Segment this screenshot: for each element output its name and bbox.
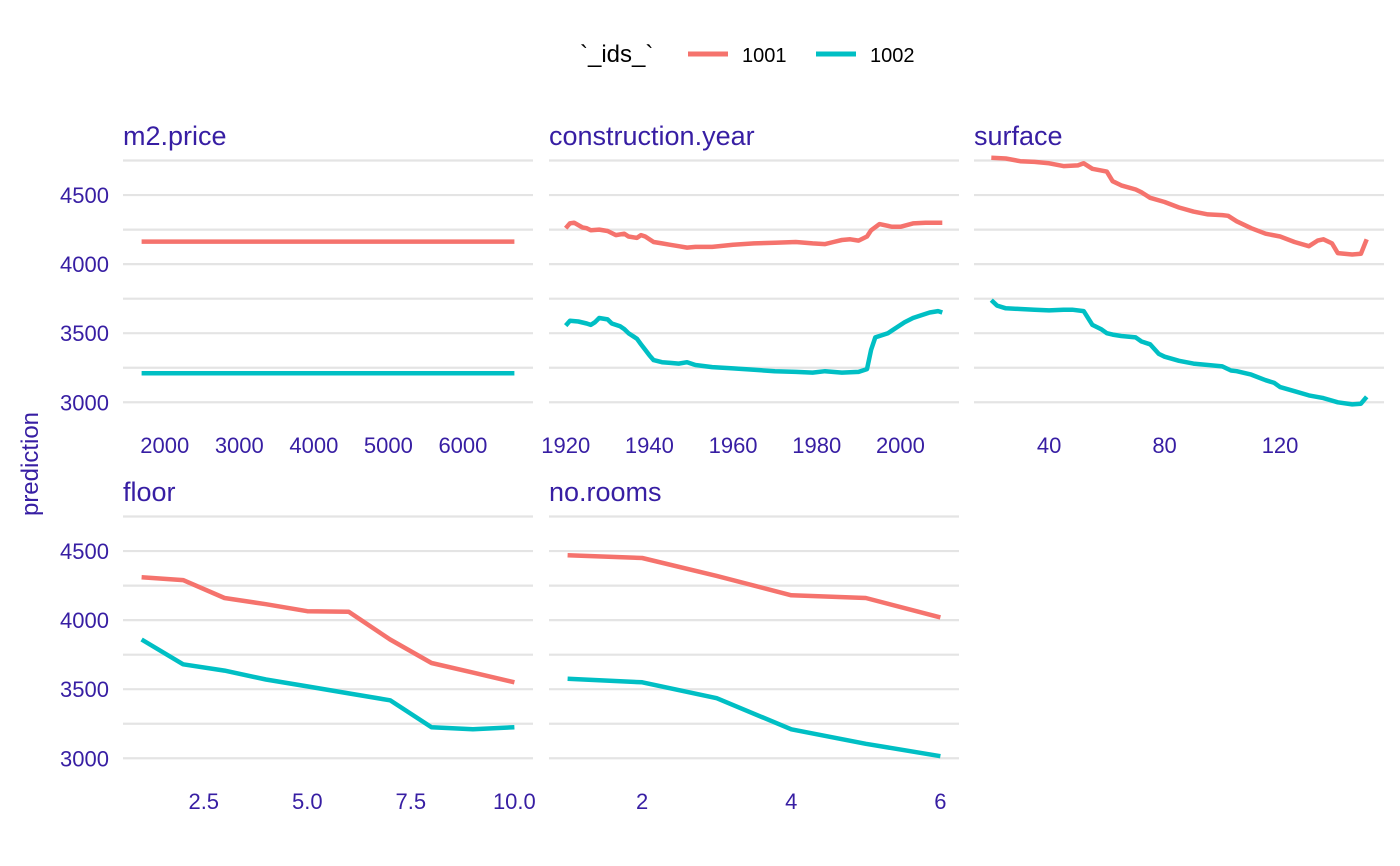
legend-title: `_ids_` [580,41,653,68]
series-line-1002 [989,298,1369,407]
panel-title: m2.price [123,121,227,151]
y-axis-title: prediction [17,412,44,516]
y-tick-label: 4500 [60,539,109,564]
x-tick-label: 10.0 [493,789,536,814]
legend: `_ids_` 1001 1002 [580,41,915,68]
x-tick-label: 80 [1152,433,1176,458]
panel-no-rooms: no.rooms 2 4 6 [549,477,959,814]
series-line-1001 [141,575,515,685]
series-line-1002 [140,637,515,732]
x-tick-label: 1920 [541,433,590,458]
panel-surface: surface 40 80 120 [974,121,1384,458]
x-tick-label: 7.5 [396,789,427,814]
panel-title: floor [123,477,176,507]
x-tick-label: 4000 [289,433,338,458]
y-tick-label: 3000 [60,746,109,771]
x-tick-label: 1980 [792,433,841,458]
panels: m2.price 3000 3500 4000 4500 2000 3000 4000 5000… [60,121,1384,814]
y-tick-label: 4000 [60,252,109,277]
panel-title: construction.year [549,121,755,151]
x-tick-label: 1940 [625,433,674,458]
series-line-1001 [567,552,941,620]
x-tick-label: 2.5 [188,789,219,814]
panel-m2-price: m2.price 3000 3500 4000 4500 2000 3000 4000 5000… [60,121,533,458]
y-tick-label: 4500 [60,183,109,208]
series-line-1001 [564,220,943,250]
y-tick-label: 4000 [60,608,109,633]
y-tick-label: 3500 [60,321,109,346]
x-tick-label: 6 [934,789,946,814]
series-line-1001 [991,155,1369,257]
x-tick-label: 120 [1262,433,1299,458]
legend-label-1002: 1002 [870,45,915,67]
x-tick-label: 5000 [364,433,413,458]
y-tick-label: 3000 [60,390,109,415]
panel-floor: floor 3000 3500 4000 4500 2.5 5.0 7.5 10.0 [60,477,536,814]
x-tick-label: 40 [1037,433,1061,458]
x-tick-label: 3000 [215,433,264,458]
x-tick-label: 4 [785,789,797,814]
x-tick-label: 2 [636,789,648,814]
panel-title: no.rooms [549,477,662,507]
x-tick-label: 1960 [709,433,758,458]
x-tick-label: 6000 [438,433,487,458]
x-tick-label: 5.0 [292,789,323,814]
series-line-1002 [567,676,941,759]
x-tick-label: 2000 [140,433,189,458]
legend-label-1001: 1001 [742,45,787,67]
series-line-1002 [564,308,944,375]
x-tick-label: 2000 [876,433,925,458]
panel-title: surface [974,121,1063,151]
y-tick-label: 3500 [60,677,109,702]
panel-construction-year: construction.year 1920 1940 1960 1980 2000 [541,121,959,458]
